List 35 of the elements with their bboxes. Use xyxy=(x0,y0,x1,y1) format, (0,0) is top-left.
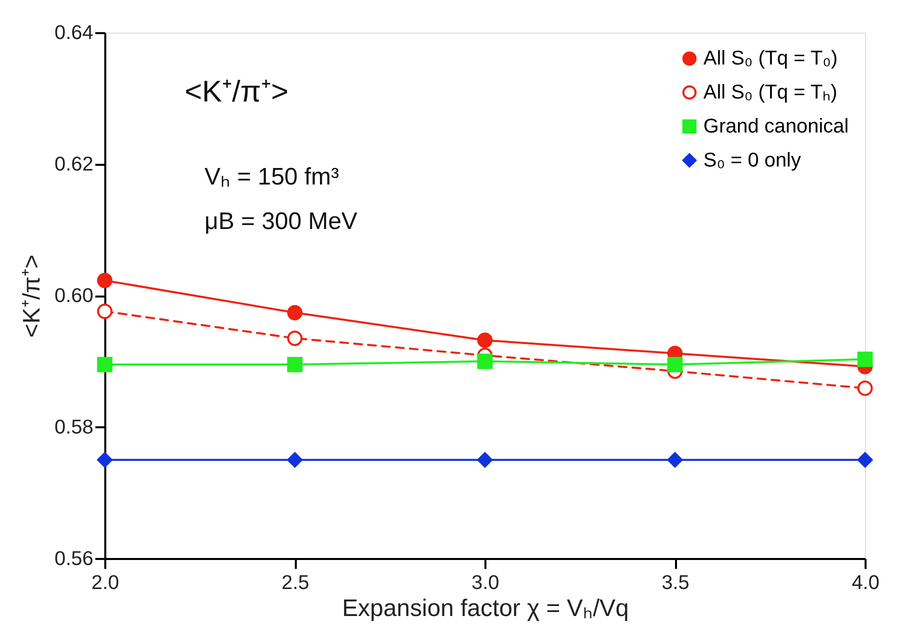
point xyxy=(287,330,303,346)
point xyxy=(97,356,112,372)
y-tick-label: 0.60 xyxy=(54,285,94,308)
y-axis-title: <K⁺/π⁺> xyxy=(18,254,46,338)
point xyxy=(667,356,683,372)
x-tick-label: 2.0 xyxy=(91,572,120,594)
point xyxy=(477,452,493,468)
point xyxy=(857,380,873,396)
annotation: <K⁺/π⁺> xyxy=(184,75,288,108)
point xyxy=(857,452,873,468)
point xyxy=(857,352,873,367)
y-tick-label: 0.56 xyxy=(54,548,94,570)
legend-label: All S₀ (Tq = T₀) xyxy=(703,48,838,70)
y-tick-label: 0.62 xyxy=(54,154,94,176)
x-tick-label: 4.0 xyxy=(852,572,880,594)
x-axis-title: Expansion factor χ = Vₕ/Vq xyxy=(342,594,629,622)
x-tick-label: 3.0 xyxy=(472,572,500,594)
y-tick-label: 0.58 xyxy=(54,416,94,438)
point xyxy=(287,304,303,320)
y-tick-label: 0.64 xyxy=(54,22,94,44)
annotation: μB = 300 MeV xyxy=(204,208,358,236)
annotation: Vₕ = 150 fm³ xyxy=(204,163,339,190)
point xyxy=(97,452,112,468)
legend-label: Grand canonical xyxy=(703,115,849,138)
x-tick-label: 2.5 xyxy=(281,572,310,594)
x-tick-label: 3.5 xyxy=(662,572,690,594)
point xyxy=(97,304,112,319)
point xyxy=(97,272,112,288)
point xyxy=(667,452,683,468)
point xyxy=(287,452,303,468)
legend-label: All S₀ (Tq = Tₕ) xyxy=(703,81,838,104)
legend-label: S₀ = 0 only xyxy=(703,149,801,172)
point xyxy=(477,332,493,348)
point xyxy=(287,356,303,372)
point xyxy=(477,354,493,369)
